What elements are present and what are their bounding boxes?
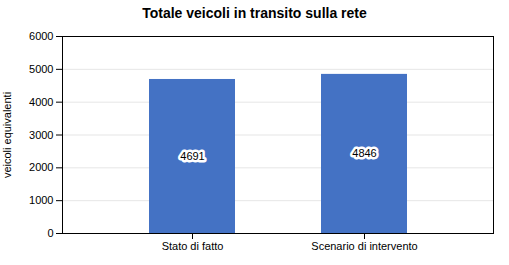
svg-text:2000: 2000 (29, 161, 53, 173)
svg-text:3000: 3000 (29, 129, 53, 141)
svg-text:1000: 1000 (29, 194, 53, 206)
svg-text:Stato di fatto: Stato di fatto (162, 240, 224, 252)
svg-text:0: 0 (47, 227, 53, 239)
svg-text:4000: 4000 (29, 96, 53, 108)
svg-text:4846: 4846 (352, 147, 376, 159)
html-text:Totale veicoli in transito sul: Totale veicoli in transito sulla rete (142, 5, 367, 21)
svg-text:Scenario di intervento: Scenario di intervento (311, 240, 417, 252)
svg-text:4691: 4691 (180, 150, 204, 162)
svg-text:veicoli equivalenti: veicoli equivalenti (1, 92, 13, 178)
svg-text:6000: 6000 (29, 30, 53, 42)
svg-text:5000: 5000 (29, 63, 53, 75)
